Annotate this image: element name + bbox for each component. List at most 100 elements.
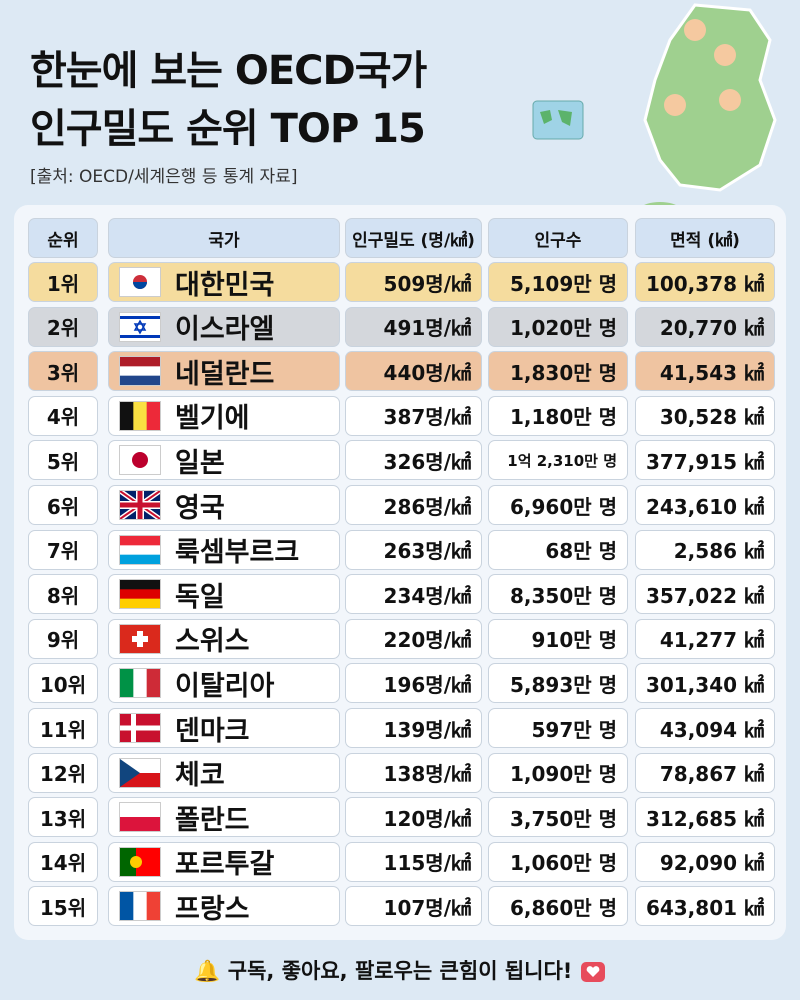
density-cell: 509명/㎢ <box>345 262 482 302</box>
flag-icon <box>119 490 161 520</box>
density-cell: 286명/㎢ <box>345 485 482 525</box>
flag-part <box>120 334 160 338</box>
flag-part <box>120 535 160 546</box>
flag-part <box>132 452 148 469</box>
country-cell: 네덜란드 <box>108 351 340 392</box>
country-cell: 룩셈부르크 <box>108 529 340 570</box>
flag-part <box>120 892 134 921</box>
country-name: 덴마크 <box>175 715 250 747</box>
country-cell: 폴란드 <box>108 797 340 838</box>
flag-part <box>146 401 160 430</box>
flag-icon <box>119 668 161 699</box>
population-cell: 5,109만 명 <box>488 262 628 302</box>
flag-icon <box>119 713 161 743</box>
flag-part <box>146 669 160 698</box>
population-cell: 8,350만 명 <box>488 574 628 615</box>
country-name: 독일 <box>175 581 225 613</box>
flag-part <box>120 803 160 818</box>
flag-part <box>132 635 148 642</box>
country-cell: 영국 <box>108 485 340 525</box>
header-cell: 인구밀도 (명/㎢) <box>345 218 482 258</box>
density-cell: 139명/㎢ <box>345 708 482 748</box>
country-cell: 이탈리아 <box>108 663 340 704</box>
area-cell: 30,528 ㎢ <box>635 395 775 436</box>
rank-cell: 14위 <box>28 841 98 882</box>
icon-land <box>540 110 572 126</box>
area-cell: 312,685 ㎢ <box>635 797 775 838</box>
child-figure <box>714 44 736 66</box>
header-cell: 국가 <box>108 218 340 258</box>
rank-cell: 6위 <box>28 485 98 525</box>
flag-icon <box>119 623 161 654</box>
rank-cell: 1위 <box>28 262 98 302</box>
header-cell: 면적 (㎢) <box>635 218 775 258</box>
population-cell: 1억 2,310만 명 <box>488 440 628 481</box>
area-cell: 100,378 ㎢ <box>635 262 775 302</box>
rank-cell: 2위 <box>28 306 98 347</box>
country-name: 이탈리아 <box>175 670 275 702</box>
population-cell: 1,090만 명 <box>488 752 628 793</box>
rank-cell: 12위 <box>28 752 98 793</box>
map-shape <box>643 3 777 192</box>
footer: 🔔 구독, 좋아요, 팔로우는 큰힘이 됩니다! <box>0 955 800 985</box>
density-cell: 234명/㎢ <box>345 574 482 615</box>
area-cell: 377,915 ㎢ <box>635 440 775 481</box>
flag-icon <box>119 891 161 922</box>
population-cell: 1,830만 명 <box>488 351 628 392</box>
header-cell: 인구수 <box>488 218 628 258</box>
density-cell: 107명/㎢ <box>345 886 482 927</box>
country-name: 프랑스 <box>175 893 250 925</box>
title-line: 인구밀도 순위 TOP 15 <box>30 106 426 152</box>
flag-icon <box>119 311 161 342</box>
flag-part <box>133 401 148 430</box>
country-name: 대한민국 <box>175 269 275 301</box>
flag-icon <box>119 579 161 610</box>
country-name: 벨기에 <box>175 403 250 435</box>
flag-part <box>133 282 147 289</box>
flag-icon <box>119 356 161 387</box>
flag-part <box>120 357 160 368</box>
area-cell: 43,094 ㎢ <box>635 708 775 748</box>
population-cell: 6,960만 명 <box>488 485 628 525</box>
population-cell: 68만 명 <box>488 529 628 570</box>
flag-part <box>120 502 160 508</box>
density-cell: 387명/㎢ <box>345 395 482 436</box>
flag-icon <box>119 445 161 476</box>
population-cell: 910만 명 <box>488 618 628 659</box>
flag-icon <box>119 802 161 833</box>
rank-cell: 13위 <box>28 797 98 838</box>
world-map-icon <box>532 100 584 140</box>
rank-cell: 9위 <box>28 618 98 659</box>
rank-cell: 15위 <box>28 886 98 927</box>
country-cell: 이스라엘 <box>108 306 340 347</box>
flag-part <box>120 315 160 319</box>
rank-cell: 7위 <box>28 529 98 570</box>
country-cell: 프랑스 <box>108 886 340 927</box>
source-note: [출처: OECD/세계은행 등 통계 자료] <box>30 167 298 187</box>
country-cell: 포르투갈 <box>108 841 340 882</box>
footer-text: 구독, 좋아요, 팔로우는 큰힘이 됩니다! <box>227 959 573 983</box>
flag-part <box>120 589 160 600</box>
density-cell: 220명/㎢ <box>345 618 482 659</box>
flag-icon <box>119 534 161 565</box>
density-cell: 196명/㎢ <box>345 663 482 704</box>
area-cell: 2,586 ㎢ <box>635 529 775 570</box>
flag-part <box>120 366 160 377</box>
heart-icon <box>580 962 605 982</box>
child-figure <box>684 19 706 41</box>
flag-part <box>120 847 136 876</box>
flag-part <box>120 401 134 430</box>
area-cell: 41,277 ㎢ <box>635 618 775 659</box>
population-cell: 5,893만 명 <box>488 663 628 704</box>
country-name: 영국 <box>175 492 225 524</box>
country-cell: 대한민국 <box>108 262 340 302</box>
density-cell: 440명/㎢ <box>345 351 482 392</box>
heart-shape <box>586 966 600 977</box>
flag-part <box>120 669 134 698</box>
flag-part <box>120 554 160 564</box>
population-cell: 3,750만 명 <box>488 797 628 838</box>
density-cell: 263명/㎢ <box>345 529 482 570</box>
flag-part <box>120 817 160 832</box>
